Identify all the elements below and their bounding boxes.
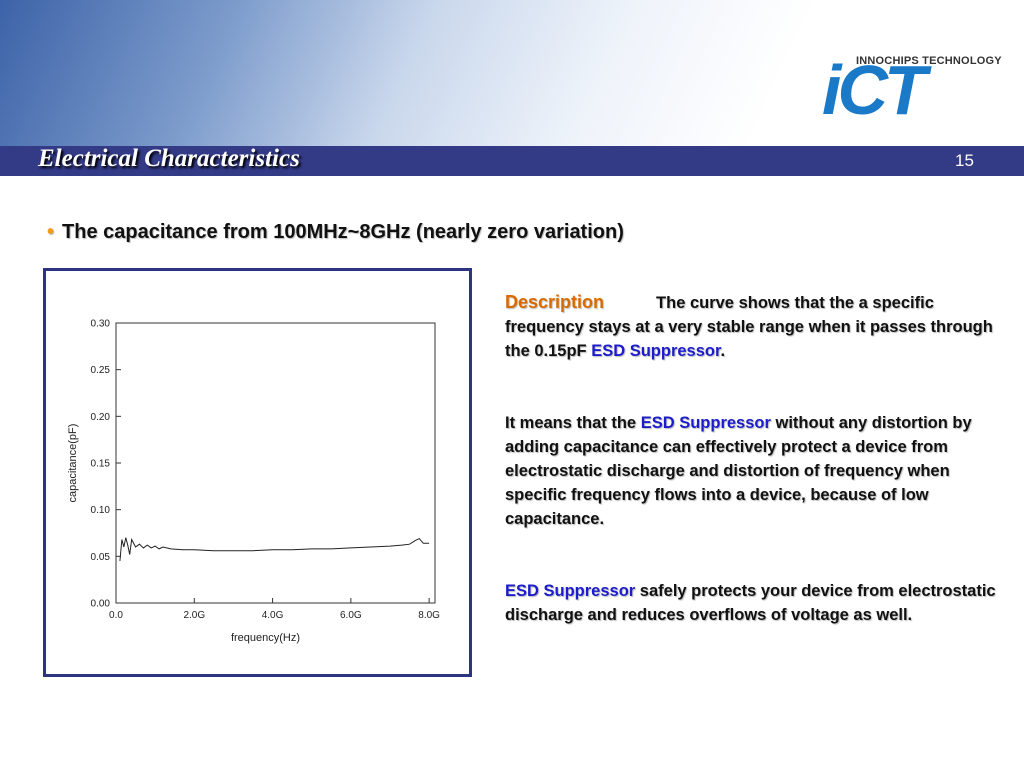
text: without any distortion by adding capacit…: [505, 414, 972, 528]
product-name: ESD Suppressor: [640, 414, 771, 432]
product-name: ESD Suppressor: [591, 342, 721, 360]
chart: 0.00 0.05 0.10 0.15 0.20 0.25 0.30 0.0 2.0G 4.0G 6…: [67, 319, 440, 645]
title-band: [0, 146, 1024, 176]
x-tick-label: 8.0G: [418, 610, 440, 621]
y-tick-label: 0.15: [91, 459, 111, 470]
logo-company: INNOCHIPS TECHNOLOGY: [856, 55, 1002, 67]
text: safely protects your device from electro…: [505, 582, 996, 624]
bullet: The capacitance from 100MHz~8GHz (nearly…: [47, 221, 624, 244]
x-tick-label: 0.0: [109, 610, 123, 621]
logo-mark: iCT: [822, 51, 927, 129]
x-axis-label: frequency(Hz): [231, 632, 300, 644]
x-tick-label: 4.0G: [262, 610, 284, 621]
y-tick-label: 0.05: [91, 552, 111, 563]
chart-frame: 0.00 0.05 0.10 0.15 0.20 0.25 0.30 0.0 2.0G 4.0G 6…: [43, 268, 472, 677]
page-number: 15: [955, 151, 974, 170]
y-tick-label: 0.20: [91, 412, 111, 423]
text: The curve shows that the a specific freq…: [505, 294, 993, 360]
y-tick-label: 0.10: [91, 505, 111, 516]
slide-title: Electrical Characteristics: [38, 145, 300, 172]
plot-box: [115, 322, 436, 604]
header-background: [0, 0, 1024, 146]
paragraph: Description The curve shows that the a sp…: [505, 290, 1005, 363]
paragraph: ESD Suppressor safely protects your devi…: [505, 579, 1005, 627]
y-tick-label: 0.30: [91, 319, 111, 330]
y-tick-label: 0.25: [91, 365, 111, 376]
x-tick-label: 6.0G: [340, 610, 362, 621]
x-tick-label: 2.0G: [183, 610, 205, 621]
y-tick-label: 0.00: [91, 599, 111, 610]
paragraph: It means that the ESD Suppressor without…: [505, 411, 1005, 531]
description: Description The curve shows that the a sp…: [505, 290, 1005, 675]
data-line: [119, 537, 430, 562]
text: .: [720, 342, 726, 360]
description-heading: Description: [505, 292, 605, 312]
text: It means that the: [505, 414, 641, 432]
y-axis-label: capacitance(pF): [67, 424, 79, 503]
product-name: ESD Suppressor: [505, 582, 636, 600]
